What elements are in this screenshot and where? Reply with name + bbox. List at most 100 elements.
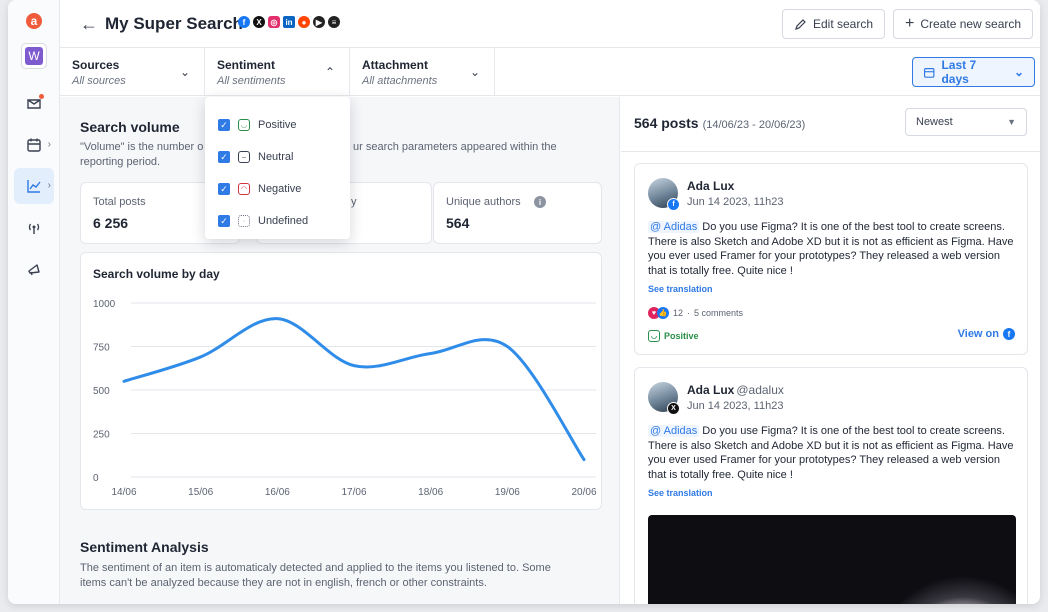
x-tick-label: 17/06 <box>341 487 366 498</box>
chevron-down-icon: ⌄ <box>179 65 190 79</box>
sidebar-item-campaigns[interactable] <box>14 251 54 287</box>
x-tick-label: 18/06 <box>418 487 443 498</box>
date-range-button[interactable]: Last 7 days ⌄ <box>912 57 1035 87</box>
filter-sentiment[interactable]: Sentiment All sentiments ⌃ <box>205 48 350 96</box>
checkbox-checked[interactable]: ✓ <box>218 151 230 163</box>
smile-icon: ◡ <box>238 119 250 131</box>
caret-down-icon: ▼ <box>1007 117 1016 127</box>
back-arrow-icon[interactable]: ← <box>80 14 98 34</box>
chart-line-icon <box>27 180 41 193</box>
volume-chart-card: Search volume by day 0 250 500 750 1000 14/06… <box>80 252 602 510</box>
workspace-switcher[interactable]: W <box>21 43 47 69</box>
smile-icon: ◡ <box>648 330 660 342</box>
sentiment-badge: ◡ Positive <box>648 330 699 342</box>
calendar-icon <box>923 67 935 78</box>
x-tick-label: 14/06 <box>111 487 136 498</box>
unique-authors-card: Unique authors i 564 <box>433 182 602 244</box>
post-author: Ada Lux <box>687 179 735 193</box>
post-date: Jun 14 2023, 11h23 <box>687 400 784 412</box>
sidebar-item-listening[interactable] <box>14 210 54 246</box>
y-tick-label: 250 <box>93 430 110 441</box>
checkbox-checked[interactable]: ✓ <box>218 215 230 227</box>
neutral-face-icon: – <box>238 151 250 163</box>
chart-title: Search volume by day <box>93 267 220 281</box>
view-on-link[interactable]: View on f <box>958 328 1015 340</box>
instagram-icon: ◎ <box>268 16 280 28</box>
sentiment-dropdown: ✓ ◡ Positive ✓ – Neutral ✓ ◠ Negative ✓ … <box>205 97 350 239</box>
app-window: a W › › ← My Super Search f X ◎ <box>8 0 1040 604</box>
sentiment-option-positive[interactable]: ✓ ◡ Positive <box>205 109 350 141</box>
notification-dot <box>39 94 44 99</box>
post-card[interactable]: X Ada Lux @adalux Jun 14 2023, 11h23 @ Ad… <box>634 367 1028 604</box>
sidebar-item-calendar[interactable]: › <box>14 127 54 163</box>
checkbox-checked[interactable]: ✓ <box>218 119 230 131</box>
sidebar-item-inbox[interactable] <box>14 85 54 121</box>
edit-search-button[interactable]: Edit search <box>782 9 886 39</box>
info-icon[interactable]: i <box>534 196 546 208</box>
sentiment-analysis-title: Sentiment Analysis <box>80 539 209 555</box>
mention-tag[interactable]: @ Adidas <box>648 221 700 233</box>
see-translation-link[interactable]: See translation <box>648 284 713 294</box>
x-icon: X <box>667 402 680 415</box>
plus-icon: + <box>905 15 915 32</box>
sort-select[interactable]: Newest ▼ <box>905 108 1027 136</box>
youtube-icon: ▶ <box>313 16 325 28</box>
divider <box>621 151 1040 152</box>
filter-bar: Sources All sources ⌄ Sentiment All sent… <box>60 48 1040 96</box>
x-icon: X <box>253 16 265 28</box>
x-tick-label: 19/06 <box>495 487 520 498</box>
pencil-icon <box>795 18 806 30</box>
page-header: ← My Super Search f X ◎ in ● ▶ ≡ Edit se… <box>60 0 1040 48</box>
y-tick-label: 750 <box>93 343 110 354</box>
y-tick-label: 1000 <box>93 299 116 310</box>
reddit-icon: ● <box>298 16 310 28</box>
create-search-button[interactable]: + Create new search <box>893 9 1034 39</box>
x-tick-label: 16/06 <box>265 487 290 498</box>
chevron-up-icon: ⌃ <box>324 65 335 79</box>
sentiment-analysis-line2: items can't be analyzed because they are… <box>80 577 487 589</box>
sidebar: a W › › <box>8 0 60 604</box>
volume-line-chart: 0 250 500 750 1000 14/06 15/06 16/06 17/06 18/06 1… <box>93 299 597 498</box>
chevron-down-icon: ⌄ <box>469 65 480 79</box>
post-text: @ Adidas Do you use Figma? It is one of … <box>648 425 1014 481</box>
source-icons: f X ◎ in ● ▶ ≡ <box>238 16 340 28</box>
calendar-icon <box>27 138 41 152</box>
workspace-avatar: W <box>25 47 43 65</box>
post-text: @ Adidas Do you use Figma? It is one of … <box>648 221 1014 277</box>
facebook-icon: f <box>238 16 250 28</box>
facebook-icon: f <box>1003 328 1015 340</box>
x-tick-label: 15/06 <box>188 487 213 498</box>
filter-sources[interactable]: Sources All sources ⌄ <box>60 48 205 96</box>
checkbox-checked[interactable]: ✓ <box>218 183 230 195</box>
post-author: Ada Lux @adalux <box>687 383 784 397</box>
undefined-face-icon: · <box>238 215 250 227</box>
like-icon: 👍 <box>657 307 669 319</box>
frown-icon: ◠ <box>238 183 250 195</box>
search-volume-desc-line2: reporting period. <box>80 156 161 168</box>
post-date: Jun 14 2023, 11h23 <box>687 196 784 208</box>
sidebar-item-analytics[interactable]: › <box>14 168 54 204</box>
x-tick-label: 20/06 <box>571 487 596 498</box>
sentiment-option-undefined[interactable]: ✓ · Undefined <box>205 205 350 237</box>
inbox-icon <box>27 99 41 109</box>
post-media-image[interactable] <box>648 515 1016 604</box>
svg-text:a: a <box>31 14 38 28</box>
post-card[interactable]: f Ada Lux Jun 14 2023, 11h23 @ Adidas Do… <box>634 163 1028 355</box>
chevron-down-icon: ⌄ <box>1013 65 1024 79</box>
series-line <box>122 317 586 462</box>
megaphone-icon <box>28 264 40 276</box>
sentiment-option-neutral[interactable]: ✓ – Neutral <box>205 141 350 173</box>
y-tick-label: 500 <box>93 386 110 397</box>
search-volume-title: Search volume <box>80 119 180 135</box>
page-title: My Super Search <box>105 14 243 33</box>
sentiment-option-negative[interactable]: ✓ ◠ Negative <box>205 173 350 205</box>
see-translation-link[interactable]: See translation <box>648 488 713 498</box>
sentiment-analysis-line1: The sentiment of an item is automaticaly… <box>80 562 551 574</box>
chevron-right-icon: › <box>47 139 51 150</box>
posts-header: 564 posts (14/06/23 - 20/06/23) <box>634 115 806 131</box>
other-source-icon: ≡ <box>328 16 340 28</box>
brand-logo[interactable]: a <box>25 12 43 30</box>
linkedin-icon: in <box>283 16 295 28</box>
filter-attachment[interactable]: Attachment All attachments ⌄ <box>350 48 495 96</box>
mention-tag[interactable]: @ Adidas <box>648 425 700 437</box>
